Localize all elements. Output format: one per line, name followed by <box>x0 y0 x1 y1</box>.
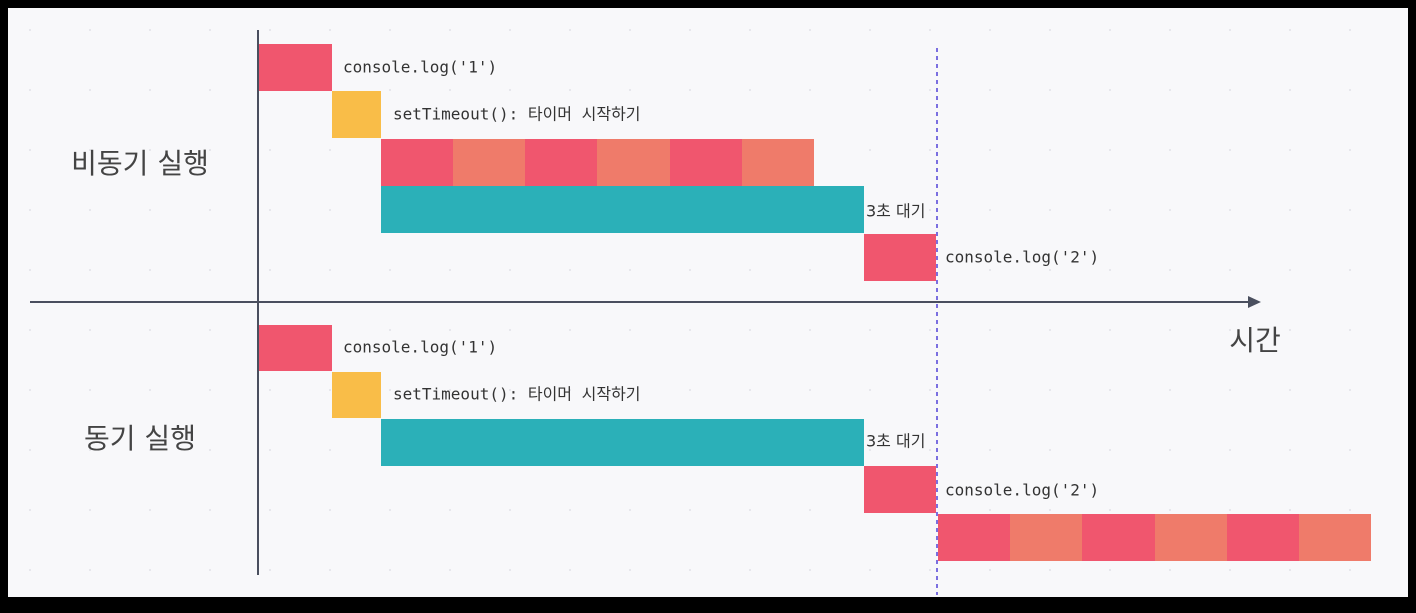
work-block <box>597 139 670 186</box>
step-label: console.log('2') <box>945 248 1099 267</box>
section-title: 비동기 실행 <box>71 147 209 180</box>
work-block <box>1155 514 1228 561</box>
work-block <box>525 139 598 186</box>
section-title: 동기 실행 <box>84 422 196 455</box>
work-block <box>1010 514 1083 561</box>
step-label: 3초 대기 <box>866 202 925 221</box>
block-log1 <box>259 325 332 371</box>
work-block <box>1082 514 1155 561</box>
block-wait <box>381 186 864 233</box>
work-block <box>381 139 454 186</box>
work-block <box>938 514 1011 561</box>
work-block <box>670 139 743 186</box>
block-wait <box>381 419 864 466</box>
work-block <box>453 139 526 186</box>
step-label: setTimeout(): 타이머 시작하기 <box>393 385 641 404</box>
work-block <box>1299 514 1371 561</box>
block-log1 <box>259 44 332 91</box>
work-block <box>1227 514 1300 561</box>
block-settimeout <box>332 372 381 418</box>
step-label: console.log('1') <box>343 58 497 77</box>
axis-arrow <box>1248 296 1261 308</box>
step-label: 3초 대기 <box>866 432 925 451</box>
work-block <box>742 139 814 186</box>
other-work <box>381 139 814 186</box>
step-label: console.log('2') <box>945 481 1099 500</box>
block-log2 <box>864 466 936 513</box>
step-label: console.log('1') <box>343 338 497 357</box>
block-log2 <box>864 234 936 281</box>
axis-label: 시간 <box>1229 324 1281 357</box>
block-settimeout <box>332 91 381 138</box>
other-work <box>938 514 1371 561</box>
step-label: setTimeout(): 타이머 시작하기 <box>393 105 641 124</box>
